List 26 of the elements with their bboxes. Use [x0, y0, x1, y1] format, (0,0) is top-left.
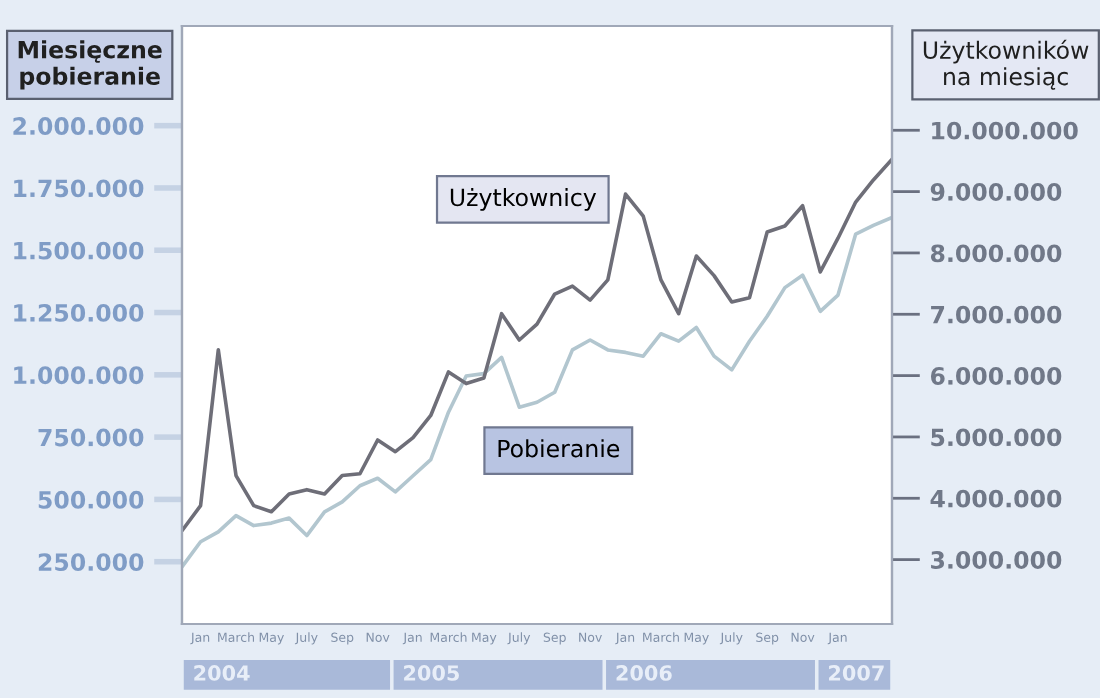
y-tick-label: 1.750.000 — [14, 179, 144, 198]
y2-tick-label: 7.000.000 — [931, 305, 1062, 324]
text: 2004 — [194, 665, 250, 681]
text: 2006 — [616, 665, 672, 681]
y2-tick-label: 6.000.000 — [930, 367, 1062, 385]
y2-tick-label: 3.000.000 — [931, 551, 1062, 569]
line-series — [182, 216, 892, 568]
y-axis-title: Miesięczne pobieranie — [18, 40, 162, 90]
y2-tick-label: 8.000.000 — [930, 244, 1062, 263]
y-tick-label: 750.000 — [38, 428, 144, 447]
y2-tick-label: 4.000.000 — [930, 489, 1062, 508]
y-tick-label: 500.000 — [38, 490, 144, 509]
y2-tick-label: 10.000.000 — [932, 121, 1078, 140]
y-tick-label: 1.000.000 — [14, 366, 144, 385]
text: 2005 — [404, 665, 459, 681]
y-tick-label: 1.500.000 — [14, 241, 144, 260]
y2-tick-label: 9.000.000 — [930, 183, 1062, 201]
line-series — [182, 158, 892, 532]
series-label: Użytkownicy — [450, 187, 597, 211]
y-tick-label: 250.000 — [38, 553, 144, 572]
y-tick-label: 1.250.000 — [14, 303, 144, 322]
y2-axis-title: Użytkowników na miesiąc — [923, 39, 1089, 90]
series-label: Pobieranie — [498, 439, 620, 458]
y2-tick-label: 5.000.000 — [931, 428, 1062, 447]
text: 2007 — [829, 665, 884, 681]
y-tick-label: 2.000.000 — [13, 117, 144, 135]
